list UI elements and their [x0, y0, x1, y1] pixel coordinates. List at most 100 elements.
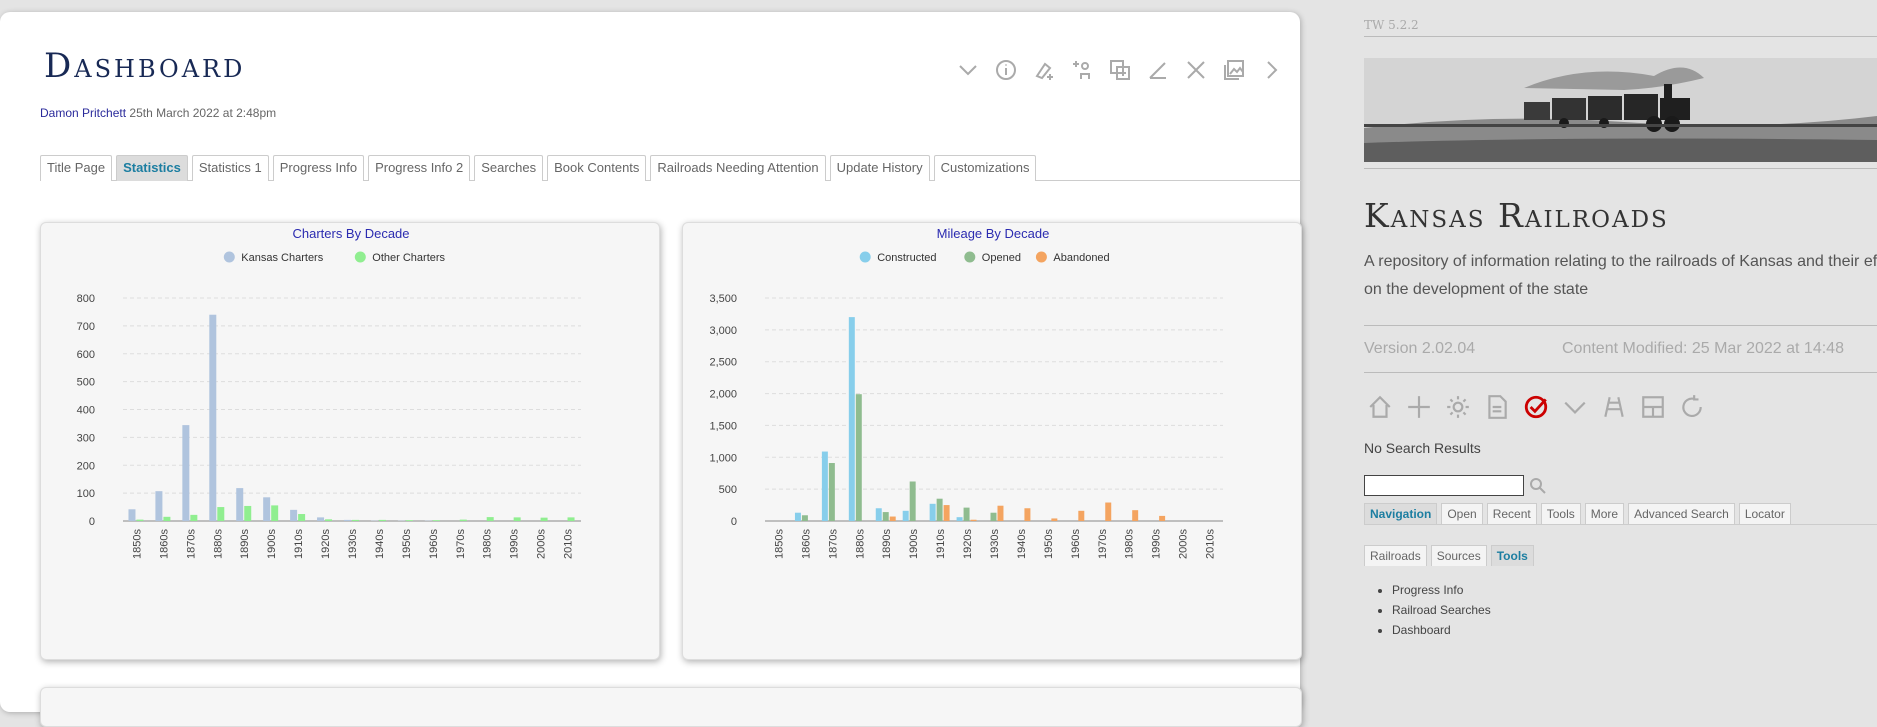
bar: [352, 520, 359, 521]
subtab-sources[interactable]: Sources: [1431, 545, 1487, 566]
bar: [829, 463, 835, 521]
y-tick-label: 700: [77, 321, 95, 333]
list-item[interactable]: Dashboard: [1392, 620, 1491, 640]
bar: [155, 491, 162, 521]
bar: [541, 518, 548, 521]
bar: [433, 520, 440, 521]
paint-icon[interactable]: [1028, 54, 1060, 86]
bar: [128, 509, 135, 521]
bar: [217, 507, 224, 521]
tab-searches[interactable]: Searches: [474, 155, 543, 181]
y-tick-label: 2,500: [709, 357, 737, 369]
x-tick-label: 1930s: [989, 529, 1001, 559]
image-icon[interactable]: [1218, 54, 1250, 86]
tab-customizations[interactable]: Customizations: [934, 155, 1037, 181]
info-icon[interactable]: [990, 54, 1022, 86]
check-icon[interactable]: [1520, 392, 1552, 422]
x-tick-label: 2000s: [536, 529, 548, 559]
home-icon[interactable]: [1364, 392, 1396, 422]
x-tick-label: 1900s: [266, 529, 278, 559]
bar: [937, 499, 943, 521]
sidebar-tab-locator[interactable]: Locator: [1739, 503, 1791, 524]
x-tick-label: 1980s: [1124, 529, 1136, 559]
y-tick-label: 2,000: [709, 389, 737, 401]
x-tick-label: 2010s: [563, 529, 575, 559]
bar: [317, 517, 324, 521]
bar: [1159, 516, 1165, 521]
content-modified: Content Modified: 25 Mar 2022 at 14:48: [1562, 340, 1844, 358]
control-panel-icon[interactable]: [1442, 392, 1474, 422]
sidebar-tab-tools[interactable]: Tools: [1541, 503, 1581, 524]
list-item[interactable]: Progress Info: [1392, 580, 1491, 600]
chart-title: Mileage By Decade: [937, 226, 1050, 241]
site-subtitle: A repository of information relating to …: [1364, 248, 1877, 304]
x-tick-label: 1990s: [509, 529, 521, 559]
search-input[interactable]: [1364, 475, 1524, 496]
tab-book-contents[interactable]: Book Contents: [547, 155, 646, 181]
tab-progress-info-2[interactable]: Progress Info 2: [368, 155, 470, 181]
sidebar-tab-advanced-search[interactable]: Advanced Search: [1628, 503, 1735, 524]
bar: [1051, 518, 1057, 521]
bar: [271, 505, 278, 521]
railroad-icon[interactable]: [1598, 392, 1630, 422]
bar: [964, 508, 970, 521]
x-tick-label: 1920s: [320, 529, 332, 559]
close-icon[interactable]: [1180, 54, 1212, 86]
bar: [944, 505, 950, 521]
tab-railroads-needing-attention[interactable]: Railroads Needing Attention: [650, 155, 825, 181]
tab-title-page[interactable]: Title Page: [40, 155, 112, 181]
tab-statistics[interactable]: Statistics: [116, 155, 188, 181]
y-tick-label: 0: [731, 516, 737, 528]
bar: [883, 512, 889, 521]
tiddler-toolbar: [952, 54, 1288, 86]
train-icon: [1364, 58, 1877, 162]
tab-update-history[interactable]: Update History: [830, 155, 930, 181]
permissions-icon[interactable]: [1066, 54, 1098, 86]
sidebar-tab-recent[interactable]: Recent: [1487, 503, 1537, 524]
more-icon[interactable]: [1559, 392, 1591, 422]
y-tick-label: 1,000: [709, 452, 737, 464]
new-journal-icon[interactable]: [1481, 392, 1513, 422]
bar: [244, 506, 251, 521]
legend-label: Abandoned: [1053, 252, 1109, 264]
y-tick-label: 600: [77, 349, 95, 361]
legend-label: Constructed: [877, 252, 936, 264]
sidebar-subtabs: Railroads Sources Tools: [1364, 545, 1494, 566]
tab-statistics-1[interactable]: Statistics 1: [192, 155, 269, 181]
bar: [298, 514, 305, 521]
bar: [971, 520, 977, 521]
version-row: Version 2.02.04 Content Modified: 25 Mar…: [1364, 340, 1877, 358]
x-tick-label: 1990s: [1151, 529, 1163, 559]
search-icon[interactable]: [1528, 476, 1548, 496]
subtab-railroads[interactable]: Railroads: [1364, 545, 1427, 566]
refresh-icon[interactable]: [1676, 392, 1708, 422]
sidebar-tab-more[interactable]: More: [1585, 503, 1624, 524]
bar: [890, 517, 896, 521]
tools-list: Progress Info Railroad Searches Dashboar…: [1364, 580, 1491, 640]
list-item[interactable]: Railroad Searches: [1392, 600, 1491, 620]
tab-progress-info[interactable]: Progress Info: [273, 155, 364, 181]
y-tick-label: 800: [77, 293, 95, 305]
layout-icon[interactable]: [1637, 392, 1669, 422]
edit-icon[interactable]: [1142, 54, 1174, 86]
subtab-tools[interactable]: Tools: [1491, 545, 1534, 566]
chevron-down-icon[interactable]: [952, 54, 984, 86]
chevron-right-icon[interactable]: [1256, 54, 1288, 86]
sidebar-tab-navigation[interactable]: Navigation: [1364, 503, 1437, 524]
divider: [1364, 168, 1877, 169]
y-tick-label: 100: [77, 488, 95, 500]
legend-marker: [224, 252, 235, 263]
new-tiddler-icon[interactable]: [1403, 392, 1435, 422]
bar: [460, 520, 467, 521]
x-tick-label: 1860s: [158, 529, 170, 559]
clone-icon[interactable]: [1104, 54, 1136, 86]
legend-marker: [964, 252, 975, 263]
tiddler-author-link[interactable]: Damon Pritchett: [40, 106, 126, 120]
x-tick-label: 2000s: [1178, 529, 1190, 559]
x-tick-label: 1860s: [800, 529, 812, 559]
bar: [344, 520, 351, 521]
bar: [930, 504, 936, 521]
sidebar-tab-open[interactable]: Open: [1441, 503, 1482, 524]
